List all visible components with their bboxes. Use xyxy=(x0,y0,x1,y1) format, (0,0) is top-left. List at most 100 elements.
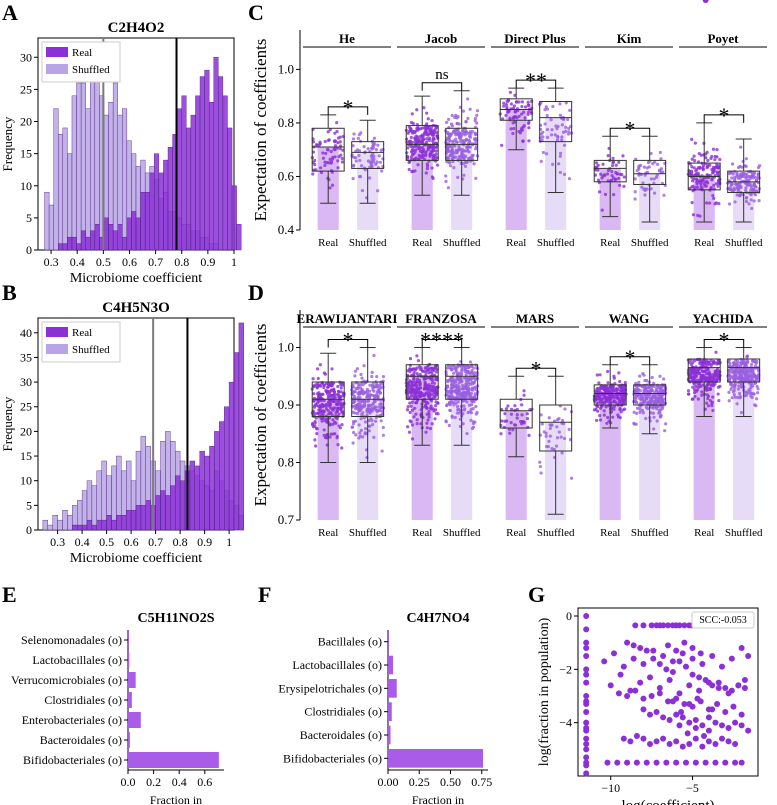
scatter-point xyxy=(676,690,683,697)
data-point xyxy=(527,103,531,107)
data-point xyxy=(336,159,340,163)
data-point xyxy=(558,113,563,117)
scatter-point xyxy=(673,647,680,654)
data-point xyxy=(456,129,460,133)
data-point xyxy=(633,190,637,194)
bar xyxy=(128,692,132,708)
data-point xyxy=(322,428,326,432)
hist-bar-real xyxy=(90,230,96,251)
data-point xyxy=(632,410,636,414)
data-point xyxy=(470,368,474,373)
data-point xyxy=(407,167,411,172)
data-point xyxy=(739,411,744,415)
x-axis-label: Microbiome coefficient xyxy=(70,551,202,566)
data-point xyxy=(728,170,732,175)
scatter-point xyxy=(614,759,621,766)
data-point xyxy=(328,186,332,190)
data-point xyxy=(410,437,415,441)
data-point xyxy=(447,156,451,161)
hist-bar-shuffled xyxy=(53,108,59,251)
data-point xyxy=(718,180,722,185)
data-point xyxy=(425,406,429,410)
data-point xyxy=(660,395,664,399)
data-point xyxy=(415,354,419,358)
hist-bar-real xyxy=(135,505,142,531)
data-point xyxy=(549,423,553,427)
data-point xyxy=(695,182,699,186)
data-point xyxy=(451,153,455,157)
data-point xyxy=(416,359,421,363)
data-point xyxy=(340,160,345,164)
data-point xyxy=(444,420,448,424)
data-point xyxy=(647,395,651,399)
data-point xyxy=(713,157,717,162)
data-point xyxy=(605,421,609,425)
legend-label-real: Real xyxy=(72,327,92,339)
hist-bar-real xyxy=(190,114,196,251)
data-point xyxy=(467,134,472,138)
data-point xyxy=(562,143,567,147)
data-point xyxy=(606,153,610,158)
data-point xyxy=(448,400,452,404)
data-point xyxy=(410,112,414,116)
data-point xyxy=(431,149,435,153)
data-point xyxy=(693,141,697,145)
data-point xyxy=(316,376,320,381)
scatter-point xyxy=(640,622,647,629)
data-point xyxy=(412,130,416,134)
data-point xyxy=(513,110,517,114)
data-point xyxy=(420,139,424,143)
panel-c-boxplots: 0.4 0.6 0.8 1.0 Expectation of coefficients H… xyxy=(251,30,767,249)
data-point xyxy=(423,392,427,397)
data-point xyxy=(450,389,454,394)
data-point xyxy=(712,359,716,363)
data-point xyxy=(353,389,357,394)
data-point xyxy=(711,395,715,399)
data-point xyxy=(691,385,695,389)
y-tick-label: −4 xyxy=(559,716,572,730)
scatter-point xyxy=(701,733,707,739)
data-point xyxy=(623,398,627,402)
data-point xyxy=(423,126,427,130)
data-point xyxy=(326,394,331,399)
data-point xyxy=(355,148,360,152)
significance-bracket xyxy=(327,339,369,348)
facet-title: MARS xyxy=(516,311,554,326)
x-tick-label: 0.6 xyxy=(197,775,212,789)
data-point xyxy=(694,177,699,181)
data-point xyxy=(416,390,421,394)
data-point xyxy=(434,400,438,404)
data-point xyxy=(606,381,610,385)
scatter-point xyxy=(643,647,650,654)
panel-e-barchart: Bifidobacteriales (o) Bacteroidales (o) En… xyxy=(11,611,224,805)
hist-bar-real xyxy=(158,172,164,251)
data-point xyxy=(689,375,693,379)
bar xyxy=(388,632,389,651)
x-tick-label: Shuffled xyxy=(631,237,669,249)
facet-kim: Kim Real Shuffled * xyxy=(585,31,673,249)
data-point xyxy=(473,147,478,151)
data-point xyxy=(526,425,530,429)
data-point xyxy=(635,168,639,173)
data-point xyxy=(315,427,319,431)
data-point xyxy=(703,180,708,184)
data-point xyxy=(466,378,470,382)
data-point xyxy=(415,139,419,143)
data-point xyxy=(641,181,645,185)
data-point xyxy=(703,376,708,380)
hist-bar-real xyxy=(103,217,109,251)
data-point xyxy=(379,402,383,406)
data-point xyxy=(424,382,428,387)
scatter-point xyxy=(730,703,737,710)
x-tick-label: 0.5 xyxy=(99,535,114,549)
data-point xyxy=(654,175,659,179)
data-point xyxy=(324,382,329,386)
data-point xyxy=(688,186,692,191)
data-point xyxy=(312,399,316,403)
data-point xyxy=(458,381,462,385)
facet-wang: WANG Real Shuffled * xyxy=(585,311,673,539)
data-point xyxy=(431,157,435,161)
data-point xyxy=(326,130,330,134)
hist-bar-real xyxy=(149,172,155,251)
significance-label: **** xyxy=(420,328,464,353)
